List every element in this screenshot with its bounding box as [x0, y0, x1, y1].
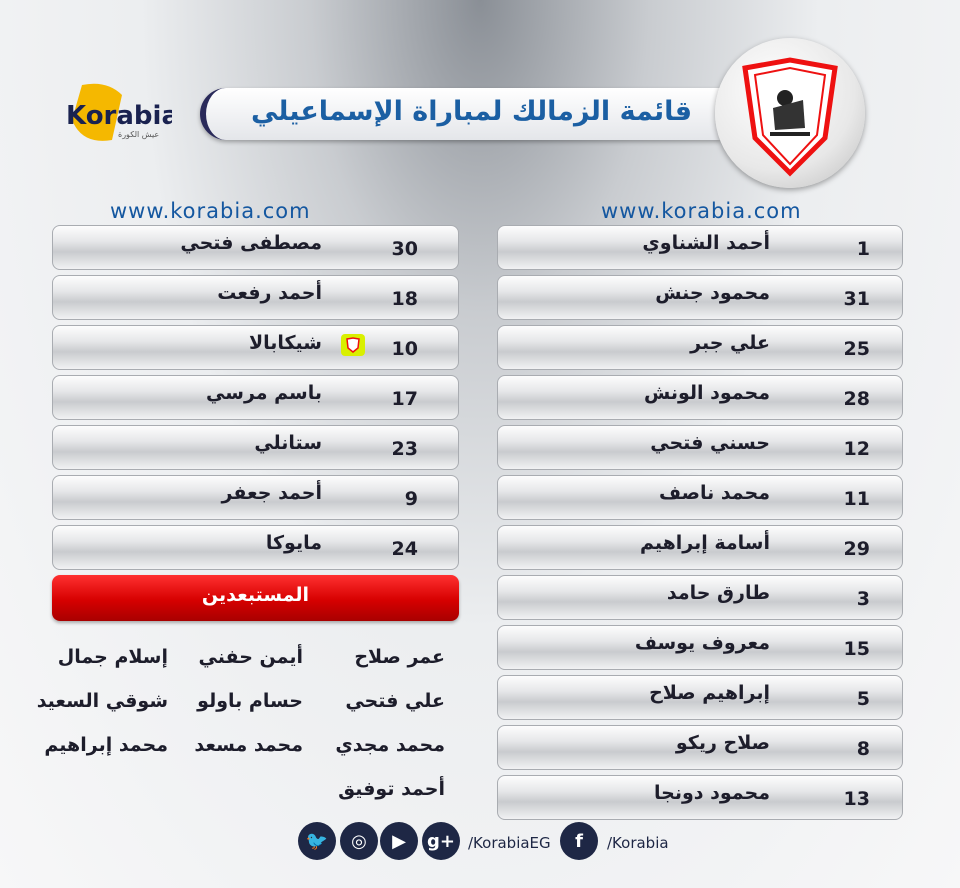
player-name: شيكابالا [248, 332, 322, 354]
player-row: 30 مصطفى فتحي [52, 225, 459, 270]
player-number: 12 [843, 438, 870, 460]
player-name: محمد ناصف [658, 482, 770, 504]
player-number: 30 [391, 238, 418, 260]
player-name: باسم مرسي [206, 382, 322, 404]
player-row: 25 علي جبر [497, 325, 903, 370]
player-row: 15 معروف يوسف [497, 625, 903, 670]
player-number: 24 [391, 538, 418, 560]
player-number: 15 [843, 638, 870, 660]
player-number: 25 [843, 338, 870, 360]
player-name: أحمد الشناوي [642, 232, 770, 254]
player-name: أحمد جعفر [221, 482, 322, 504]
website-url-left[interactable]: www.korabia.com [110, 199, 311, 223]
player-row: 18 أحمد رفعت [52, 275, 459, 320]
player-number: 3 [856, 588, 870, 610]
player-row: 29 أسامة إبراهيم [497, 525, 903, 570]
player-name: حسني فتحي [650, 432, 770, 454]
player-row: 5 إبراهيم صلاح [497, 675, 903, 720]
twitter-icon[interactable]: 🐦 [298, 822, 336, 860]
player-number: 18 [391, 288, 418, 310]
excluded-player: عمر صلاح [354, 646, 445, 668]
player-row: 1 أحمد الشناوي [497, 225, 903, 270]
player-row: 23 ستانلي [52, 425, 459, 470]
svg-text:Korabia: Korabia [66, 101, 172, 131]
google-plus-icon[interactable]: g+ [422, 822, 460, 860]
svg-text:عيش الكورة: عيش الكورة [118, 130, 159, 139]
player-name: مصطفى فتحي [180, 232, 322, 254]
website-url-right[interactable]: www.korabia.com [601, 199, 802, 223]
excluded-title: المستبعدين [201, 584, 310, 606]
player-name: معروف يوسف [634, 632, 770, 654]
zamalek-crest [715, 38, 865, 188]
instagram-icon[interactable]: ◎ [340, 822, 378, 860]
captain-badge-icon [341, 334, 365, 356]
excluded-player: محمد مجدي [335, 734, 445, 756]
handle-korabiaeg[interactable]: /KorabiaEG [468, 834, 551, 852]
player-row: 3 طارق حامد [497, 575, 903, 620]
player-number: 8 [856, 738, 870, 760]
player-number: 1 [856, 238, 870, 260]
title-banner: قائمة الزمالك لمباراة الإسماعيلي [200, 88, 720, 140]
excluded-player: أيمن حفني [198, 646, 303, 668]
excluded-player: حسام باولو [197, 690, 303, 712]
player-number: 31 [843, 288, 870, 310]
facebook-icon[interactable]: f [560, 822, 598, 860]
player-number: 23 [391, 438, 418, 460]
player-number: 5 [856, 688, 870, 710]
excluded-player: إسلام جمال [57, 646, 168, 668]
player-name: علي جبر [690, 332, 770, 354]
player-name: مايوكا [265, 532, 322, 554]
player-row: 13 محمود دونجا [497, 775, 903, 820]
youtube-icon[interactable]: ▶ [380, 822, 418, 860]
player-number: 9 [404, 488, 418, 510]
player-name: محمود جنش [655, 282, 770, 304]
korabia-logo: Korabia عيش الكورة [62, 80, 179, 150]
player-name: أسامة إبراهيم [639, 532, 770, 554]
player-row: 31 محمود جنش [497, 275, 903, 320]
player-name: صلاح ريكو [675, 732, 770, 754]
excluded-player: شوقي السعيد [36, 690, 168, 712]
player-name: محمود الونش [643, 382, 770, 404]
player-row: 8 صلاح ريكو [497, 725, 903, 770]
page-title: قائمة الزمالك لمباراة الإسماعيلي [250, 96, 692, 127]
player-number: 10 [391, 338, 418, 360]
player-row: 17 باسم مرسي [52, 375, 459, 420]
excluded-player: محمد مسعد [194, 734, 303, 756]
player-row: 11 محمد ناصف [497, 475, 903, 520]
player-name: إبراهيم صلاح [649, 682, 770, 704]
excluded-player: علي فتحي [345, 690, 445, 712]
player-name: أحمد رفعت [217, 282, 322, 304]
player-number: 28 [843, 388, 870, 410]
excluded-player: أحمد توفيق [338, 778, 445, 800]
excluded-player: محمد إبراهيم [44, 734, 168, 756]
excluded-header: المستبعدين [52, 575, 459, 621]
player-row: 10 شيكابالا [52, 325, 459, 370]
player-row: 24 مايوكا [52, 525, 459, 570]
player-number: 13 [843, 788, 870, 810]
player-number: 11 [843, 488, 870, 510]
player-row: 28 محمود الونش [497, 375, 903, 420]
player-name: ستانلي [254, 432, 322, 454]
player-name: طارق حامد [666, 582, 770, 604]
handle-korabia[interactable]: /Korabia [607, 834, 669, 852]
player-row: 9 أحمد جعفر [52, 475, 459, 520]
player-name: محمود دونجا [654, 782, 770, 804]
player-number: 17 [391, 388, 418, 410]
player-number: 29 [843, 538, 870, 560]
player-row: 12 حسني فتحي [497, 425, 903, 470]
